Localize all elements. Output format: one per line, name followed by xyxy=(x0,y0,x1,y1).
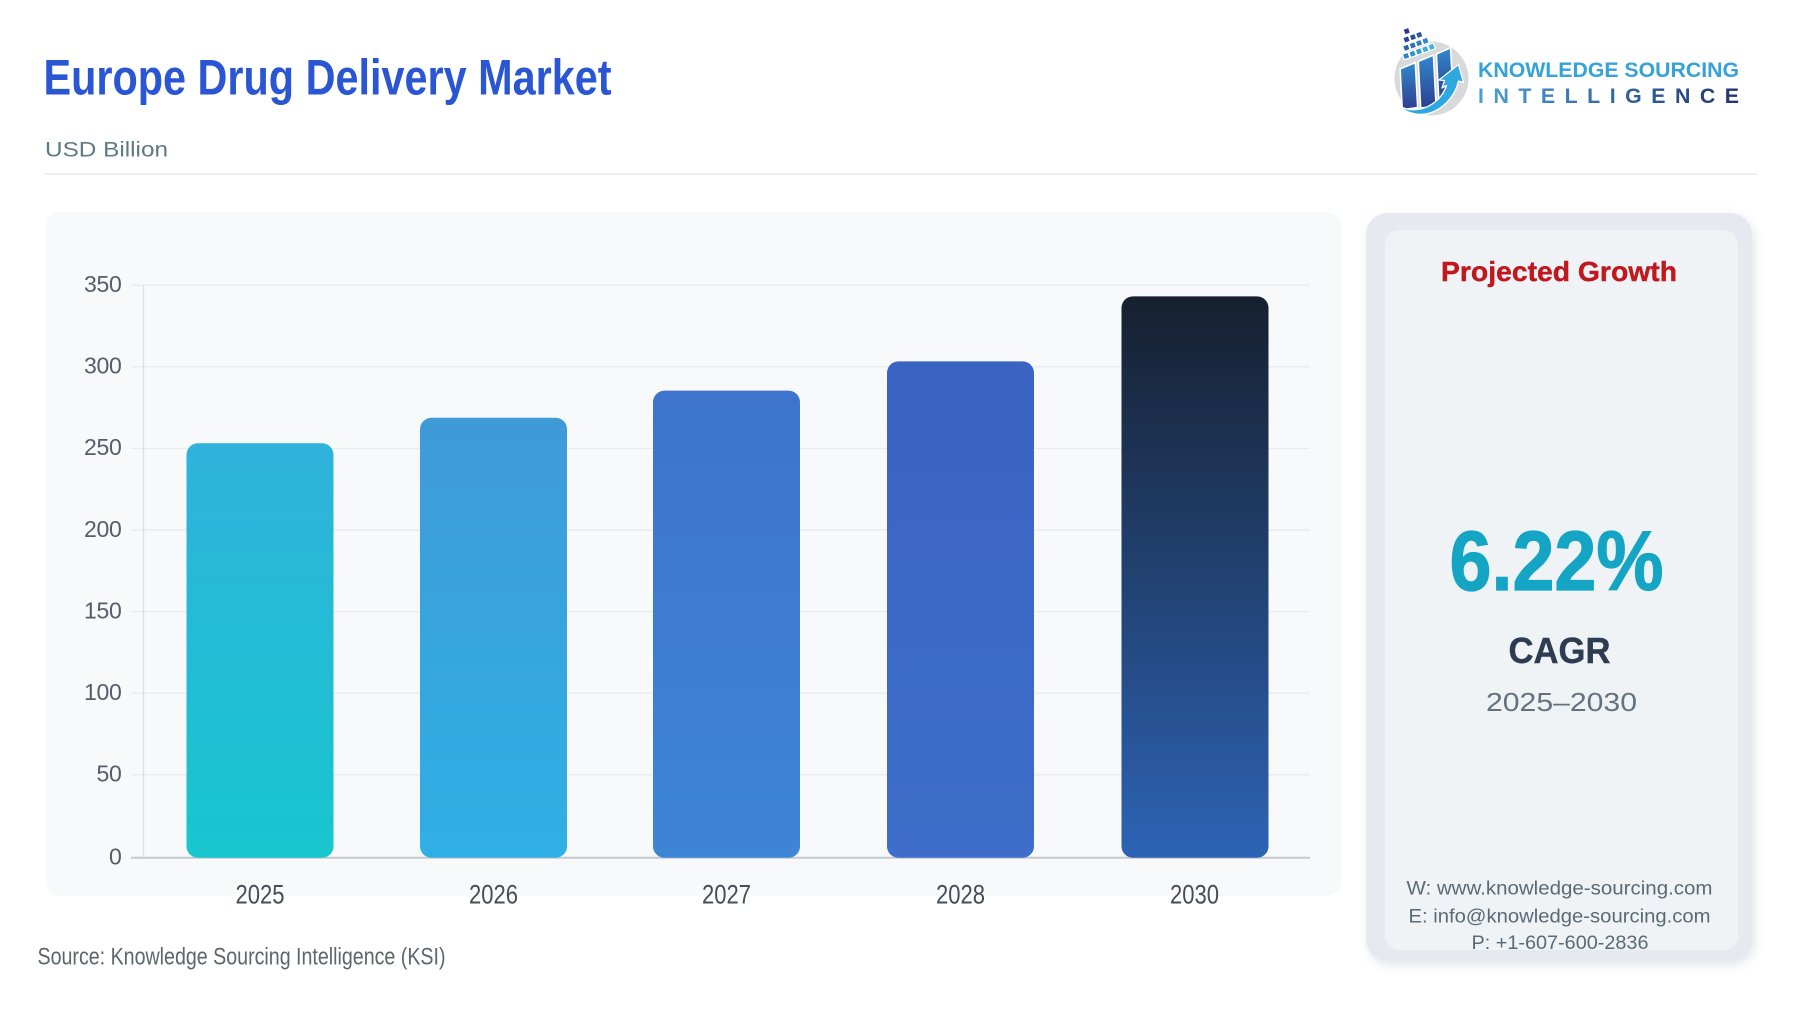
svg-text:P: +1-607-600-2836: P: +1-607-600-2836 xyxy=(1472,933,1649,954)
svg-text:W: www.knowledge-sourcing.com: W: www.knowledge-sourcing.com xyxy=(1407,879,1713,900)
svg-text:E: info@knowledge-sourcing.com: E: info@knowledge-sourcing.com xyxy=(1409,906,1711,927)
svg-text:100: 100 xyxy=(84,679,121,705)
svg-text:2025–2030: 2025–2030 xyxy=(1486,687,1637,717)
svg-text:150: 150 xyxy=(84,597,121,623)
svg-text:2026: 2026 xyxy=(469,880,518,910)
svg-text:USD Billion: USD Billion xyxy=(45,139,168,162)
svg-text:2028: 2028 xyxy=(936,880,985,910)
svg-text:2030: 2030 xyxy=(1170,880,1219,910)
svg-text:6.22%: 6.22% xyxy=(1450,514,1664,608)
svg-text:Source: Knowledge Sourcing Int: Source: Knowledge Sourcing Intelligence … xyxy=(38,944,446,971)
svg-text:2027: 2027 xyxy=(702,880,751,910)
svg-text:250: 250 xyxy=(84,434,121,460)
svg-text:0: 0 xyxy=(109,844,122,870)
svg-text:300: 300 xyxy=(84,353,121,379)
svg-text:KNOWLEDGE SOURCING: KNOWLEDGE SOURCING xyxy=(1478,58,1739,82)
svg-text:CAGR: CAGR xyxy=(1509,630,1611,671)
svg-text:2025: 2025 xyxy=(236,880,285,910)
svg-text:200: 200 xyxy=(84,516,121,542)
svg-text:INTELLIGENCE: INTELLIGENCE xyxy=(1478,84,1739,108)
svg-text:350: 350 xyxy=(84,271,121,297)
svg-text:50: 50 xyxy=(97,761,122,787)
svg-text:Projected Growth: Projected Growth xyxy=(1441,256,1677,287)
svg-text:Europe Drug Delivery Market: Europe Drug Delivery Market xyxy=(44,50,612,106)
